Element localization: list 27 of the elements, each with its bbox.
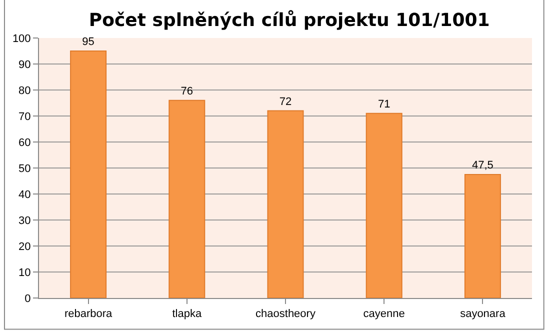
data-label: 71 [378,98,390,110]
x-tick-label: rebarbora [64,308,114,320]
bar [366,112,402,298]
y-tick-label: 0 [24,292,31,305]
y-tick-label: 100 [12,32,31,45]
bar [267,110,304,298]
bar [464,174,501,298]
x-tick-label: sayonara [460,308,506,320]
y-tick-label: 70 [18,110,31,123]
x-tick-label: cayenne [363,308,405,320]
data-label: 76 [180,85,194,98]
x-tick-label: tlapka [172,308,202,320]
data-label: 47,5 [472,160,494,172]
y-tick-label: 40 [18,188,31,201]
y-tick-label: 30 [18,214,31,227]
bar [70,50,107,298]
x-tick-label: chaostheory [256,308,316,320]
y-tick-label: 90 [18,58,31,71]
data-label: 95 [82,36,94,48]
bar [168,100,206,298]
y-tick-label: 20 [18,240,31,253]
y-tick-label: 80 [18,84,31,97]
y-tick-label: 10 [18,266,31,279]
data-label: 72 [279,96,292,108]
y-tick-label: 50 [18,162,31,175]
chart-title: Počet splněných cílů projektu 101/1001 [88,10,490,31]
y-tick-label: 60 [18,136,31,149]
